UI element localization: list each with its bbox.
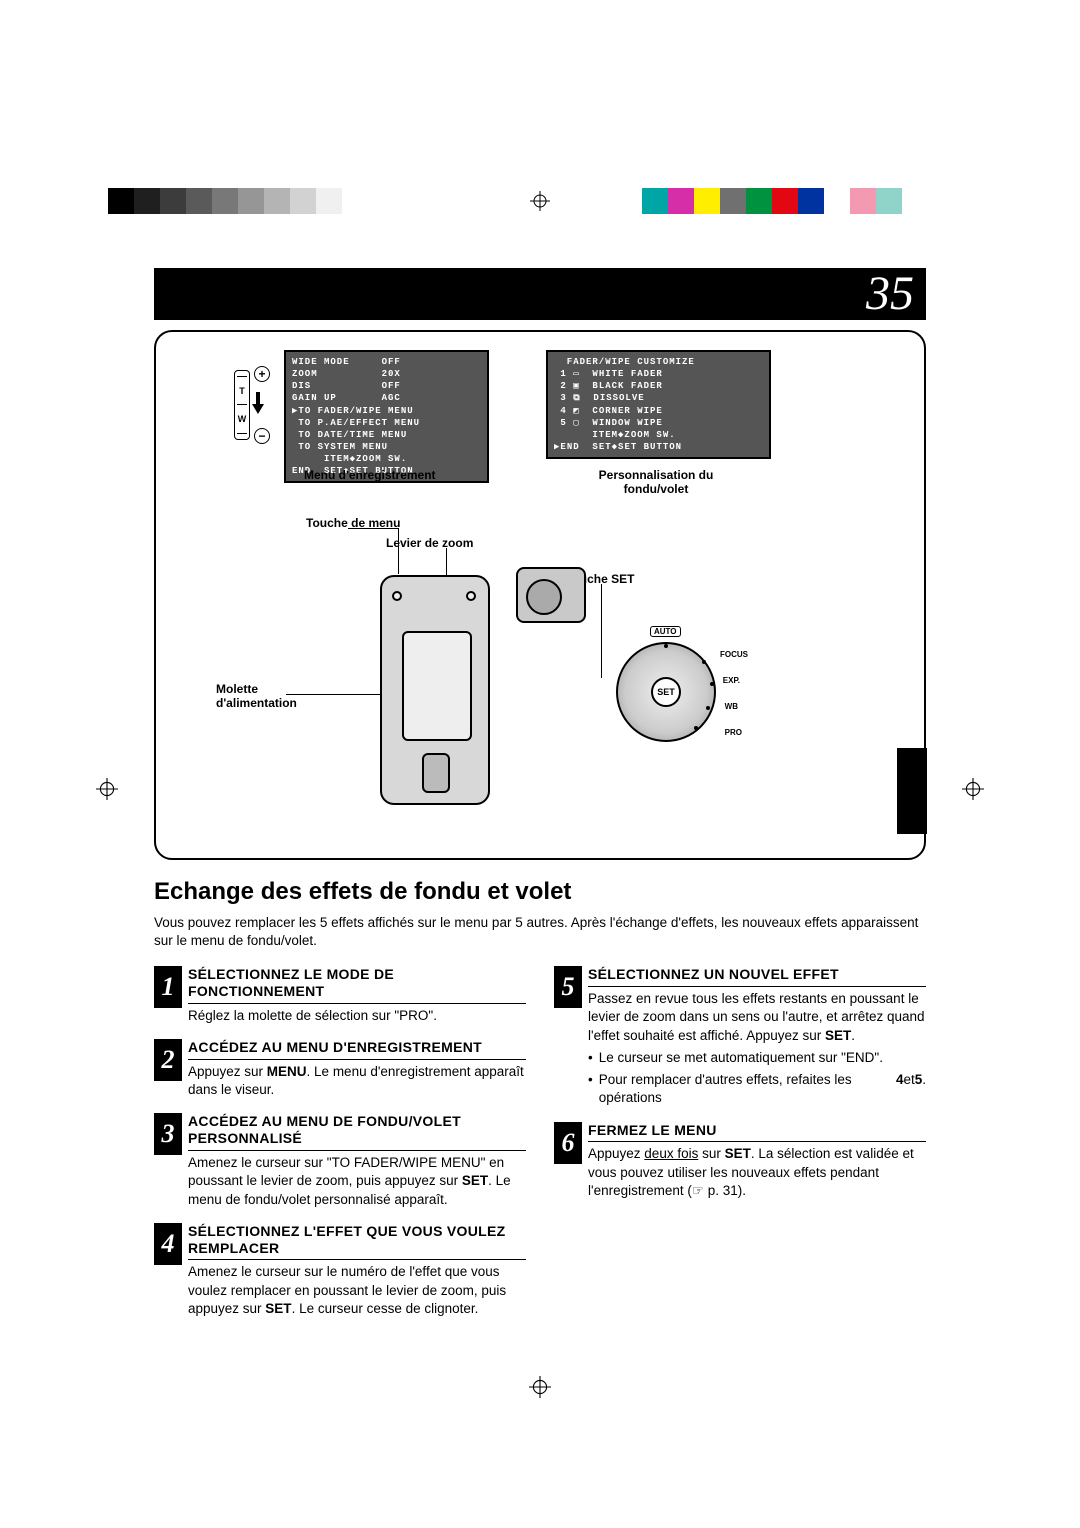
- step-title: SÉLECTIONNEZ UN NOUVEL EFFET: [588, 966, 926, 987]
- section-title: Echange des effets de fondu et volet: [154, 878, 926, 906]
- color-registration-bars: [642, 188, 902, 214]
- step-1: 1SÉLECTIONNEZ LE MODE DE FONCTIONNEMENT R…: [154, 966, 526, 1025]
- camcorder-illustration: [366, 557, 536, 817]
- step-number: 2: [154, 1039, 182, 1081]
- step-body: Réglez la molette de sélection sur "PRO"…: [188, 1007, 526, 1025]
- step-4: 4SÉLECTIONNEZ L'EFFET QUE VOUS VOULEZ RE…: [154, 1223, 526, 1318]
- fader-wipe-customize-screen: FADER/WIPE CUSTOMIZE 1 ▭ WHITE FADER 2 ▣…: [546, 350, 771, 459]
- crop-mark-left: [96, 778, 118, 800]
- step-title: FERMEZ LE MENU: [588, 1122, 926, 1143]
- column-right: 5 SÉLECTIONNEZ UN NOUVEL EFFET Passez en r…: [554, 966, 926, 1332]
- step-body: Passez en revue tous les effets restants…: [588, 990, 926, 1045]
- page-content: 35 T W + − WIDE MODE OFFZOOM 20XDIS OFFG…: [154, 268, 926, 1332]
- recording-menu-screen: WIDE MODE OFFZOOM 20XDIS OFFGAIN UP AGC▶…: [284, 350, 489, 483]
- registration-row: [0, 188, 1080, 214]
- step-number: 4: [154, 1223, 182, 1265]
- footer-registration-mark: [529, 1376, 551, 1398]
- recording-menu-caption: Menu d'enregistrement: [304, 468, 436, 482]
- column-left: 1SÉLECTIONNEZ LE MODE DE FONCTIONNEMENT R…: [154, 966, 526, 1332]
- dial-tick-pro: PRO: [725, 728, 742, 737]
- molette-label: Molette d'alimentation: [216, 682, 316, 710]
- step-bullet: Le curseur se met automatiquement sur "E…: [588, 1049, 926, 1067]
- fader-wipe-caption: Personnalisation du fondu/volet: [576, 468, 736, 496]
- page-header-banner: 35: [154, 268, 926, 320]
- step-title: SÉLECTIONNEZ L'EFFET QUE VOUS VOULEZ REM…: [188, 1223, 526, 1261]
- step-3: 3ACCÉDEZ AU MENU DE FONDU/VOLET PERSONNA…: [154, 1113, 526, 1208]
- step-5: 5 SÉLECTIONNEZ UN NOUVEL EFFET Passez en r…: [554, 966, 926, 1107]
- step-title: ACCÉDEZ AU MENU D'ENREGISTREMENT: [188, 1039, 526, 1060]
- step-number: 6: [554, 1122, 582, 1164]
- page-number: 35: [866, 270, 914, 320]
- dial-tick-wb: WB: [725, 702, 738, 711]
- step-number: 3: [154, 1113, 182, 1155]
- center-registration-mark: [530, 191, 550, 211]
- steps-columns: 1SÉLECTIONNEZ LE MODE DE FONCTIONNEMENT R…: [154, 966, 926, 1332]
- step-bullet: Pour remplacer d'autres effets, refaites…: [588, 1071, 926, 1107]
- plus-icon: +: [254, 366, 270, 382]
- dial-tick-focus: FOCUS: [720, 650, 748, 659]
- step-body: Appuyez sur MENU. Le menu d'enregistreme…: [188, 1063, 526, 1099]
- step-body: Appuyez deux fois sur SET. La sélection …: [588, 1145, 926, 1200]
- selection-dial: AUTO SET FOCUS EXP. WB PRO: [606, 632, 726, 752]
- step-number: 5: [554, 966, 582, 1008]
- levier-zoom-label: Levier de zoom: [386, 536, 473, 550]
- step-number: 1: [154, 966, 182, 1008]
- step-6: 6 FERMEZ LE MENUAppuyez deux fois sur SET…: [554, 1122, 926, 1200]
- step-body: Amenez le curseur sur le numéro de l'eff…: [188, 1263, 526, 1318]
- auto-label: AUTO: [650, 626, 681, 637]
- step-body: Amenez le curseur sur "TO FADER/WIPE MEN…: [188, 1154, 526, 1209]
- step-title: SÉLECTIONNEZ LE MODE DE FONCTIONNEMENT: [188, 966, 526, 1004]
- set-button-label: SET: [651, 677, 681, 707]
- gray-registration-bars: [108, 188, 368, 214]
- diagram-frame: T W + − WIDE MODE OFFZOOM 20XDIS OFFGAIN…: [154, 330, 926, 860]
- tw-indicator: T W: [234, 370, 250, 440]
- step-2: 2 ACCÉDEZ AU MENU D'ENREGISTREMENT Appuyez…: [154, 1039, 526, 1099]
- step-title: ACCÉDEZ AU MENU DE FONDU/VOLET PERSONNAL…: [188, 1113, 526, 1151]
- intro-text: Vous pouvez remplacer les 5 effets affic…: [154, 914, 926, 950]
- dial-tick-exp: EXP.: [723, 676, 740, 685]
- crop-mark-right: [962, 778, 984, 800]
- w-label: W: [238, 414, 247, 424]
- arrow-down-icon: [252, 404, 264, 414]
- zoom-lever-illustration: T W + −: [234, 360, 276, 452]
- t-label: T: [239, 386, 245, 396]
- minus-icon: −: [254, 428, 270, 444]
